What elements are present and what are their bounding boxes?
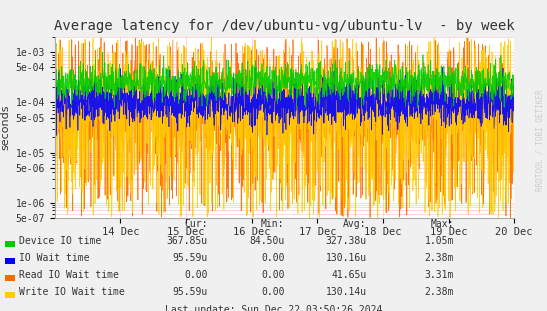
Text: 2.38m: 2.38m	[424, 253, 454, 263]
Text: Cur:: Cur:	[184, 219, 208, 229]
Text: 0.00: 0.00	[184, 270, 208, 280]
Text: IO Wait time: IO Wait time	[19, 253, 90, 263]
Text: Read IO Wait time: Read IO Wait time	[19, 270, 119, 280]
Title: Average latency for /dev/ubuntu-vg/ubuntu-lv  - by week: Average latency for /dev/ubuntu-vg/ubunt…	[54, 19, 515, 33]
Text: 95.59u: 95.59u	[173, 287, 208, 297]
Text: 0.00: 0.00	[261, 287, 284, 297]
Text: 0.00: 0.00	[261, 270, 284, 280]
Text: RRDTOOL / TOBI OETIKER: RRDTOOL / TOBI OETIKER	[536, 89, 544, 191]
Text: 84.50u: 84.50u	[249, 236, 284, 246]
Text: 130.16u: 130.16u	[325, 253, 366, 263]
Text: Device IO time: Device IO time	[19, 236, 101, 246]
Text: Min:: Min:	[261, 219, 284, 229]
Text: 1.05m: 1.05m	[424, 236, 454, 246]
Text: 95.59u: 95.59u	[173, 253, 208, 263]
Text: 130.14u: 130.14u	[325, 287, 366, 297]
Text: 0.00: 0.00	[261, 253, 284, 263]
Text: Max:: Max:	[430, 219, 454, 229]
Text: 41.65u: 41.65u	[331, 270, 366, 280]
Text: Write IO Wait time: Write IO Wait time	[19, 287, 125, 297]
Text: 327.38u: 327.38u	[325, 236, 366, 246]
Text: 2.38m: 2.38m	[424, 287, 454, 297]
Text: 3.31m: 3.31m	[424, 270, 454, 280]
Text: Last update: Sun Dec 22 03:50:26 2024: Last update: Sun Dec 22 03:50:26 2024	[165, 304, 382, 311]
Text: Avg:: Avg:	[343, 219, 366, 229]
Y-axis label: seconds: seconds	[0, 105, 10, 150]
Text: 367.85u: 367.85u	[167, 236, 208, 246]
